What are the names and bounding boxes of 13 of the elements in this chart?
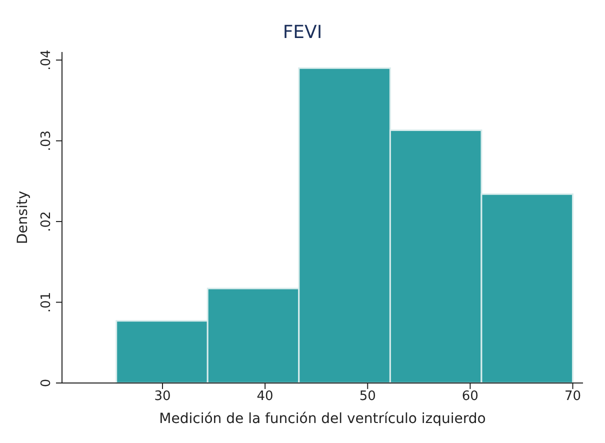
x-tick-label: 30 [154, 389, 171, 404]
x-tick-label: 70 [564, 389, 582, 404]
y-tick-label: .03 [39, 130, 54, 152]
y-tick-label: .02 [39, 211, 54, 232]
y-tick-label: .04 [39, 50, 54, 70]
x-tick-label: 60 [462, 389, 478, 404]
x-tick-label: 50 [359, 389, 376, 404]
y-tick-label: 0 [39, 378, 54, 388]
y-tick-label: .01 [39, 292, 54, 313]
y-axis-title: Density [14, 190, 31, 244]
x-axis-title: Medición de la función del ventrículo izquierdo [159, 411, 486, 427]
x-tick-label: 40 [256, 389, 274, 404]
chart-title: FEVI [282, 21, 324, 45]
